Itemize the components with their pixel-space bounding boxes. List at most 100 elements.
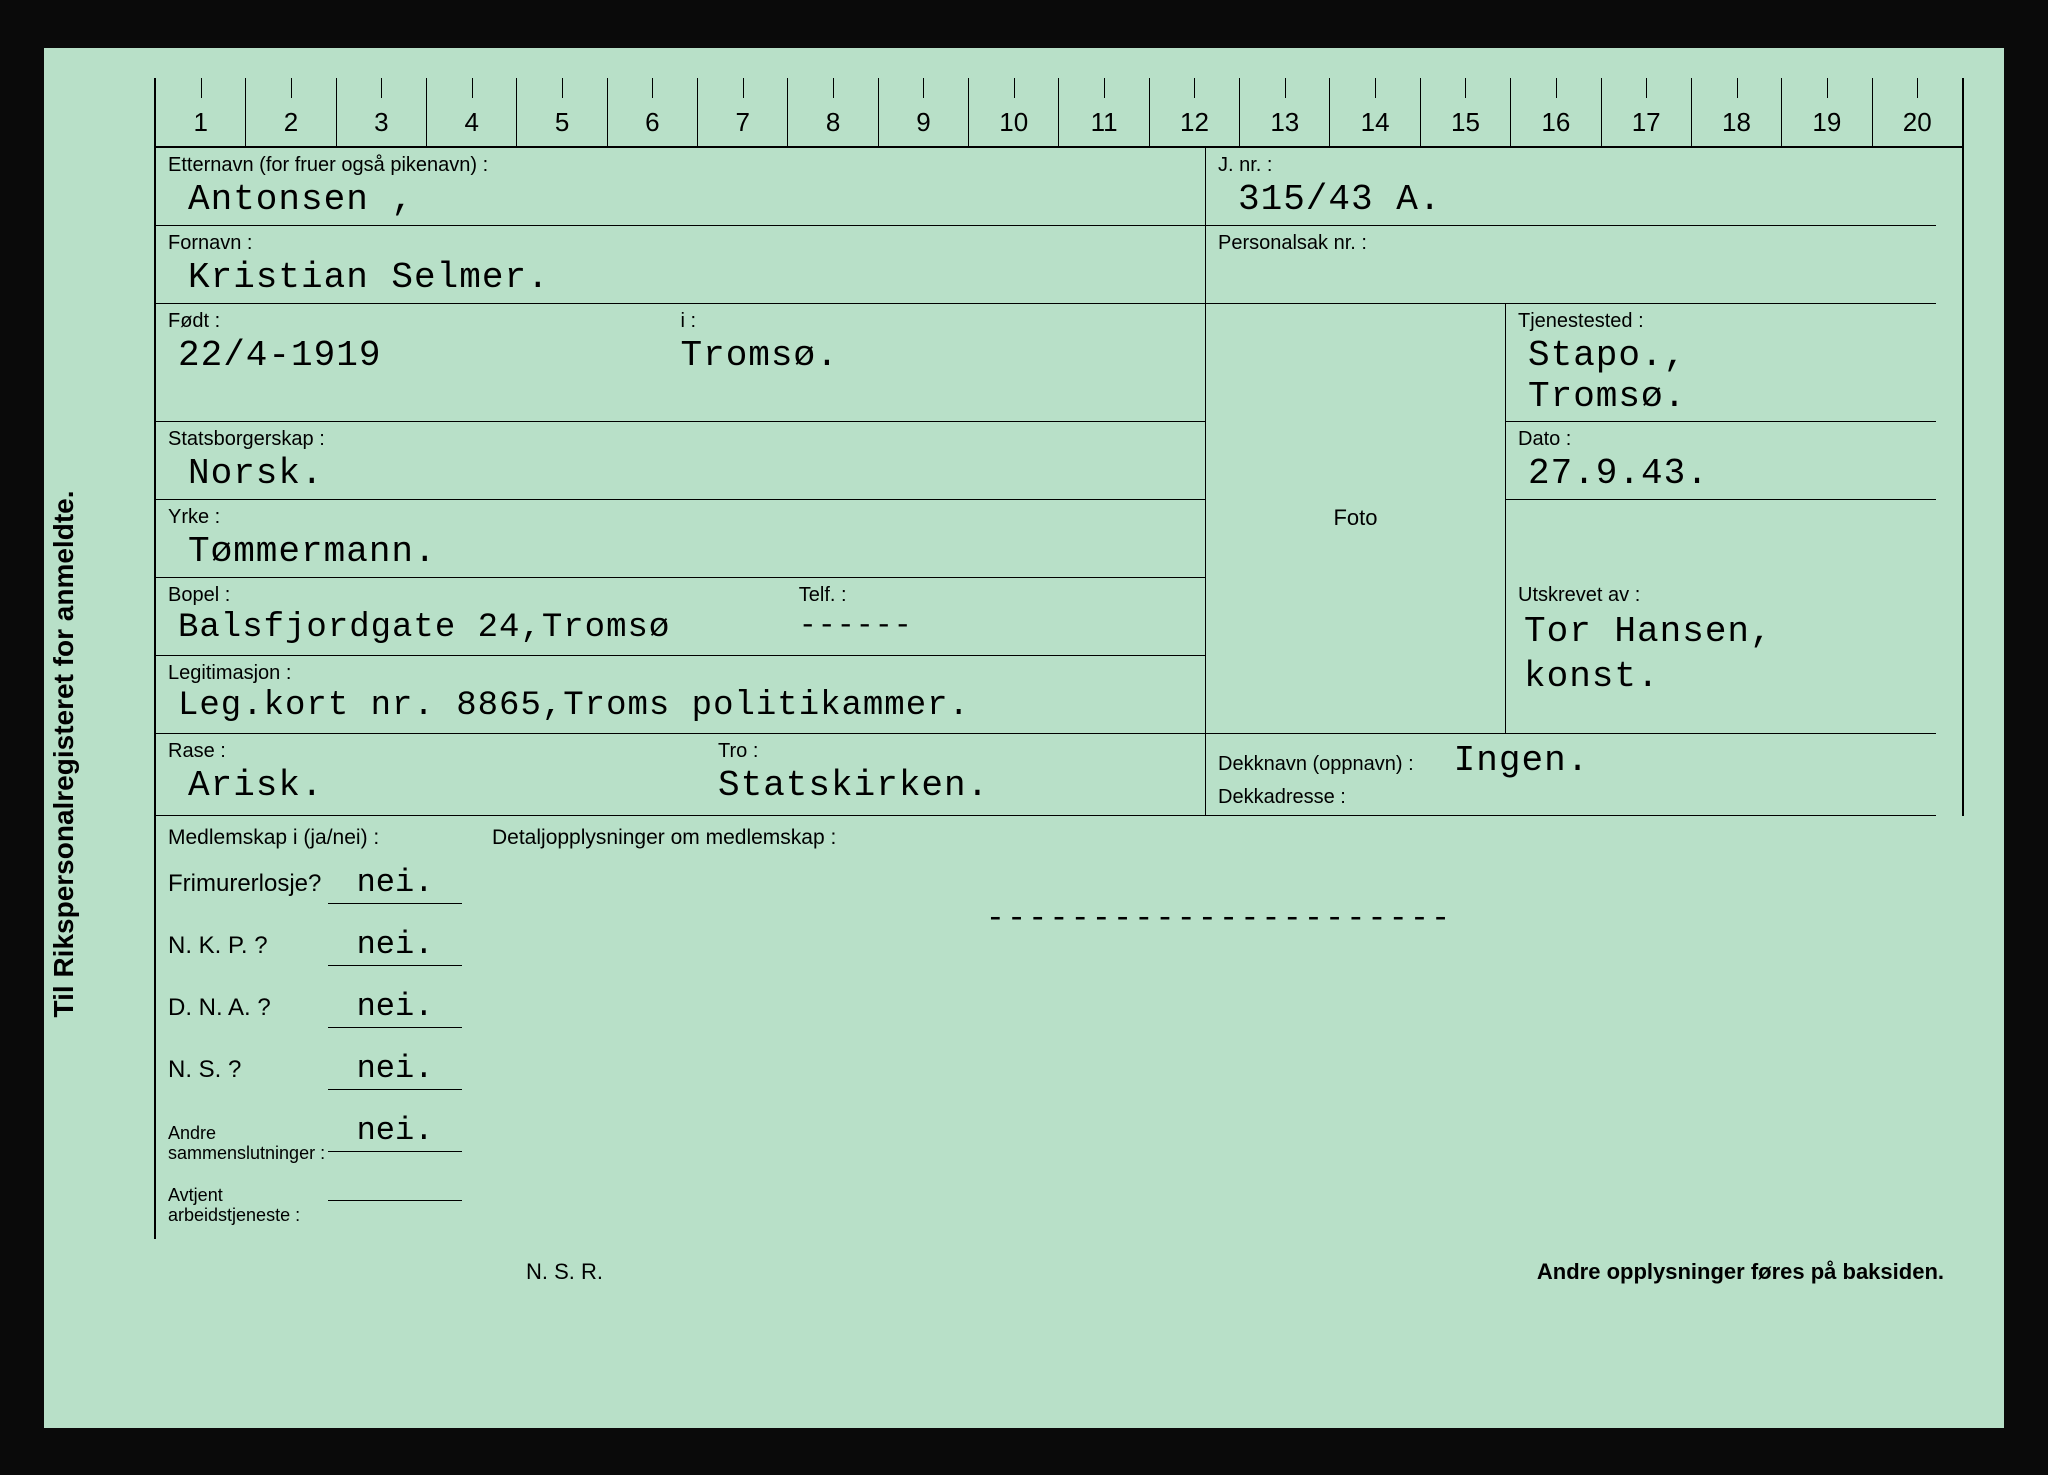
value-born: 22/4-1919 (168, 335, 681, 377)
a-andre: nei. (328, 1112, 462, 1152)
ruler-cell: 20 (1872, 78, 1962, 146)
ruler-cell: 5 (516, 78, 606, 146)
field-faith: Tro : Statskirken. (706, 734, 1206, 816)
a-avtjent (328, 1198, 462, 1201)
value-faith: Statskirken. (718, 765, 1193, 807)
label-dekkadresse: Dekkadresse : (1218, 786, 1924, 809)
field-surname: Etternavn (for fruer også pikenavn) : An… (156, 148, 1206, 226)
q-nkp: N. K. P. ? (168, 932, 328, 960)
ruler-cell: 18 (1691, 78, 1781, 146)
ruler-cell: 6 (607, 78, 697, 146)
ruler-cell: 3 (336, 78, 426, 146)
label-race: Rase : (168, 740, 694, 763)
ruler-cell: 14 (1329, 78, 1419, 146)
ruler-cell: 9 (878, 78, 968, 146)
field-tjenestested: Tjenestested : Stapo., Tromsø. (1506, 304, 1936, 423)
footer: N. S. R. Andre opplysninger føres på bak… (154, 1239, 1964, 1285)
value-legitimasjon: Leg.kort nr. 8865,Troms politikammer. (168, 687, 1193, 729)
footer-nsr: N. S. R. (526, 1259, 603, 1285)
ruler-cell: 8 (787, 78, 877, 146)
value-born-in: Tromsø. (681, 335, 1194, 377)
field-firstname: Fornavn : Kristian Selmer. (156, 226, 1206, 304)
form-grid: Etternavn (for fruer også pikenavn) : An… (154, 148, 1964, 817)
label-citizenship: Statsborgerskap : (168, 428, 1193, 451)
ruler-cell: 16 (1510, 78, 1600, 146)
value-telf: ------ (799, 609, 1193, 651)
q-avtjent: Avtjent arbeidstjeneste : (168, 1186, 328, 1226)
label-foto: Foto (1333, 505, 1377, 531)
q-andre: Andre sammenslutninger : (168, 1124, 328, 1164)
label-tjenestested: Tjenestested : (1518, 310, 1924, 333)
value-occupation: Tømmermann. (168, 531, 1193, 573)
row-nkp: N. K. P. ? nei. (168, 926, 462, 966)
ruler: 1234567891011121314151617181920 (154, 78, 1964, 148)
label-born-in: i : (681, 310, 1194, 333)
field-utskrevet: Utskrevet av : Tor Hansen, konst. (1506, 578, 1936, 734)
field-born: Født : 22/4-1919 i : Tromsø. (156, 304, 1206, 423)
ruler-cell: 4 (426, 78, 516, 146)
label-address: Bopel : (168, 584, 799, 607)
value-personalsak (1218, 257, 1924, 299)
label-firstname: Fornavn : (168, 232, 1193, 255)
row-frimurer: Frimurerlosje? nei. (168, 864, 462, 904)
ruler-cell: 19 (1781, 78, 1871, 146)
field-jnr: J. nr. : 315/43 A. (1206, 148, 1936, 226)
a-dna: nei. (328, 988, 462, 1028)
field-legitimasjon: Legitimasjon : Leg.kort nr. 8865,Troms p… (156, 656, 1206, 734)
label-legitimasjon: Legitimasjon : (168, 662, 1193, 685)
value-address: Balsfjordgate 24,Tromsø (168, 609, 799, 651)
label-personalsak: Personalsak nr. : (1218, 232, 1924, 255)
foto-box: Foto (1206, 304, 1506, 735)
value-citizenship: Norsk. (168, 453, 1193, 495)
field-citizenship: Statsborgerskap : Norsk. (156, 422, 1206, 500)
row-dna: D. N. A. ? nei. (168, 988, 462, 1028)
label-occupation: Yrke : (168, 506, 1193, 529)
field-address: Bopel : Balsfjordgate 24,Tromsø Telf. : … (156, 578, 1206, 656)
ruler-cell: 13 (1239, 78, 1329, 146)
row-andre: Andre sammenslutninger : nei. (168, 1112, 462, 1164)
footer-back-note: Andre opplysninger føres på baksiden. (1537, 1259, 1944, 1285)
vertical-title: Til Rikspersonalregisteret for anmeldte. (48, 490, 80, 1017)
value-jnr: 315/43 A. (1218, 179, 1924, 221)
membership-right: Detaljopplysninger om medlemskap : -----… (474, 816, 1964, 1239)
value-firstname: Kristian Selmer. (168, 257, 1193, 299)
ruler-cell: 1 (156, 78, 245, 146)
label-utskrevet: Utskrevet av : (1518, 584, 1924, 607)
value-utskrevet: Tor Hansen, konst. (1518, 609, 1924, 699)
label-dato: Dato : (1518, 428, 1924, 451)
ruler-cell: 17 (1601, 78, 1691, 146)
field-personalsak: Personalsak nr. : (1206, 226, 1936, 304)
label-born: Født : (168, 310, 681, 333)
membership-left: Medlemskap i (ja/nei) : Frimurerlosje? n… (154, 816, 474, 1239)
label-jnr: J. nr. : (1218, 154, 1924, 177)
ruler-cell: 12 (1149, 78, 1239, 146)
label-surname: Etternavn (for fruer også pikenavn) : (168, 154, 1193, 177)
ruler-cell: 2 (245, 78, 335, 146)
field-dato: Dato : 27.9.43. (1506, 422, 1936, 500)
label-dekknavn: Dekknavn (oppnavn) : (1218, 753, 1414, 776)
ruler-cell: 7 (697, 78, 787, 146)
ruler-cell: 10 (968, 78, 1058, 146)
field-occupation: Yrke : Tømmermann. (156, 500, 1206, 578)
value-race: Arisk. (168, 765, 694, 807)
value-surname: Antonsen , (168, 179, 1193, 221)
spacer-col4-a (1506, 500, 1936, 578)
a-nkp: nei. (328, 926, 462, 966)
q-dna: D. N. A. ? (168, 994, 328, 1022)
row-ns: N. S. ? nei. (168, 1050, 462, 1090)
q-ns: N. S. ? (168, 1056, 328, 1084)
field-race: Rase : Arisk. (156, 734, 706, 816)
details-dashes: ---------------------- (492, 900, 1946, 937)
value-tjenestested: Stapo., Tromsø. (1518, 335, 1924, 418)
row-avtjent: Avtjent arbeidstjeneste : (168, 1186, 462, 1226)
label-faith: Tro : (718, 740, 1193, 763)
membership-section: Medlemskap i (ja/nei) : Frimurerlosje? n… (154, 816, 1964, 1239)
a-ns: nei. (328, 1050, 462, 1090)
q-frimurer: Frimurerlosje? (168, 870, 328, 898)
value-dekknavn: Ingen. (1454, 740, 1590, 782)
ruler-cell: 15 (1420, 78, 1510, 146)
a-frimurer: nei. (328, 864, 462, 904)
label-membership-header: Medlemskap i (ja/nei) : (168, 826, 462, 850)
field-dekknavn: Dekknavn (oppnavn) : Ingen. Dekkadresse … (1206, 734, 1936, 816)
registry-card: Til Rikspersonalregisteret for anmeldte.… (44, 48, 2004, 1428)
